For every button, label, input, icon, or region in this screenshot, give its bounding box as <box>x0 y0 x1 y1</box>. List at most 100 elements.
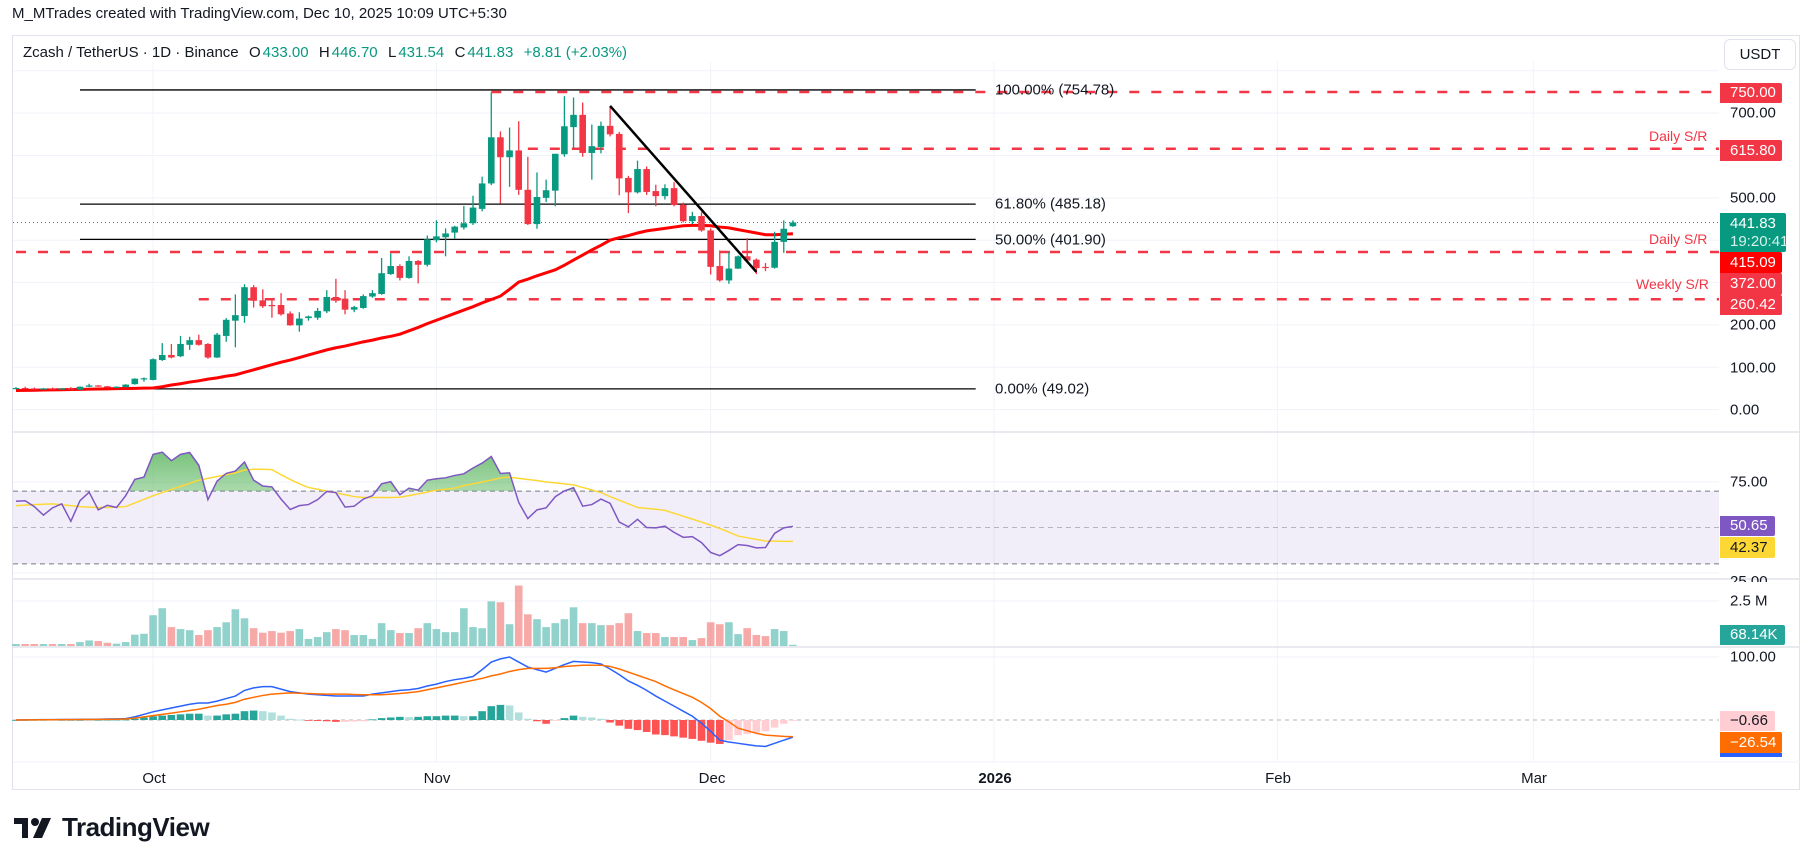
macd-histogram-bar <box>770 720 779 728</box>
candle-body <box>442 233 449 238</box>
volume-bar <box>204 630 212 646</box>
macd-histogram-bar <box>359 720 368 722</box>
volume-bar <box>112 643 121 646</box>
candle-body <box>168 354 175 358</box>
volume-bar <box>185 630 194 646</box>
volume-bar <box>496 602 505 646</box>
macd-histogram-bar <box>386 717 395 720</box>
macd-histogram-bar <box>222 714 231 720</box>
currency-button[interactable]: USDT <box>1724 39 1796 70</box>
candle-body <box>405 260 413 278</box>
candle-body <box>643 169 650 192</box>
candle-body <box>186 340 193 345</box>
volume-bar <box>405 633 413 646</box>
candle-body <box>350 307 358 310</box>
candle-body <box>40 388 47 390</box>
volume-bar <box>706 622 715 646</box>
candle-body <box>497 137 504 158</box>
macd-histogram-bar <box>350 720 358 722</box>
macd-histogram-bar <box>12 720 20 721</box>
macd-histogram-tag: −0.66 <box>1720 711 1775 731</box>
candle-body <box>780 228 788 242</box>
volume-bar <box>615 623 624 646</box>
candle-body <box>469 207 477 224</box>
macd-histogram-bar <box>240 711 249 720</box>
sma-value-tag: 415.09 <box>1720 252 1782 273</box>
symbol-info[interactable]: Zcash / TetherUS · 1D · Binance <box>23 44 239 61</box>
volume-bar <box>149 615 157 646</box>
rsi-overbought-fill <box>128 452 576 492</box>
volume-bar <box>670 637 678 646</box>
volume-bar <box>76 642 84 646</box>
macd-histogram-bar <box>642 720 651 732</box>
volume-bar <box>469 627 477 646</box>
candle-body <box>634 169 641 193</box>
volume-bar <box>277 632 285 646</box>
volume-bar <box>121 642 130 646</box>
volume-bar <box>286 631 294 646</box>
macd-histogram-bar <box>377 718 386 720</box>
macd-histogram-bar <box>231 713 240 720</box>
candle-body <box>707 230 714 267</box>
volume-bar <box>48 644 57 646</box>
candle-body <box>570 114 577 128</box>
macd-histogram-bar <box>569 715 578 720</box>
macd-histogram-bar <box>322 720 331 722</box>
volume-bar <box>322 632 331 646</box>
candle-body <box>259 300 267 307</box>
volume-bar <box>21 644 29 646</box>
candle-body <box>305 316 312 319</box>
macd-histogram-bar <box>670 720 678 737</box>
candle-body <box>286 313 294 326</box>
candle-body <box>606 125 614 135</box>
macd-histogram-bar <box>633 720 642 731</box>
candle-body <box>597 125 605 148</box>
fib-0-label: 0.00% (49.02) <box>995 380 1090 398</box>
candle-body <box>698 216 705 231</box>
time-axis-label: Dec <box>698 770 726 787</box>
chart-credit: M_MTrades created with TradingView.com, … <box>12 5 507 22</box>
volume-bar <box>341 630 349 646</box>
volume-bar <box>551 623 560 646</box>
candle-body <box>296 318 303 326</box>
volume-bar <box>158 608 167 646</box>
macd-histogram-bar <box>149 716 157 720</box>
macd-histogram-bar <box>487 706 496 720</box>
volume-bar <box>560 619 569 646</box>
volume-bar <box>423 623 432 646</box>
candle-body <box>716 266 724 281</box>
macd-histogram-bar <box>560 718 569 720</box>
candle-body <box>277 304 285 315</box>
candle-body <box>424 239 431 265</box>
volume-bar <box>268 631 276 646</box>
volume-bar <box>258 632 267 646</box>
macd-histogram-bar <box>761 720 770 732</box>
volume-bar <box>679 637 688 646</box>
volume-bar <box>57 644 66 646</box>
close-label: C <box>454 44 466 61</box>
volume-bar <box>85 640 93 646</box>
macd-histogram-bar <box>204 715 212 720</box>
volume-bar <box>222 622 231 646</box>
volume-bar <box>725 622 733 646</box>
volume-bar <box>350 635 358 646</box>
macd-histogram-bar <box>524 718 532 720</box>
candle-body <box>21 388 29 390</box>
candle-body <box>177 343 184 357</box>
candle-body <box>478 183 486 209</box>
candle-body <box>615 133 623 179</box>
macd-histogram-bar <box>597 718 605 720</box>
macd-histogram-bar <box>505 705 514 720</box>
volume-bar <box>487 601 496 646</box>
macd-histogram-bar <box>715 720 724 744</box>
volume-bar <box>30 644 39 646</box>
macd-histogram-bar <box>313 720 322 721</box>
volume-bar <box>313 637 322 646</box>
macd-histogram-bar <box>258 711 267 720</box>
support-260-tag: 260.42 <box>1720 295 1782 315</box>
tradingview-logo[interactable]: TradingView <box>14 812 210 843</box>
volume-bar <box>652 633 660 646</box>
macd-histogram-bar <box>752 720 761 733</box>
macd-histogram-bar <box>743 720 751 734</box>
